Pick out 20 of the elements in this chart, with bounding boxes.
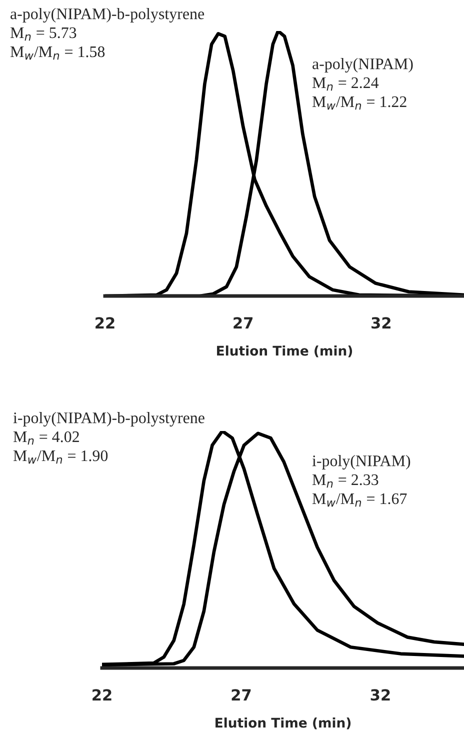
annotation: M$_{w}$/M$_{n}$ = 1.67: [312, 493, 407, 507]
text: M$_{n}$ = 5.73: [10, 27, 76, 41]
x-tick-label: 27: [232, 689, 251, 700]
annotation: M$_{w}$/M$_{n}$ = 1.22: [312, 96, 406, 110]
annotation: i-poly(NIPAM): [312, 455, 410, 470]
annotation: M$_{n}$ = 2.24: [312, 77, 379, 91]
text: a-poly(NIPAM)-b-polystyrene: [10, 8, 204, 23]
x-tick-label: 27: [234, 317, 252, 328]
text: M$_{w}$/M$_{n}$ = 1.58: [10, 46, 105, 60]
annotation: a-poly(NIPAM): [312, 58, 413, 73]
x-tick-label: 22: [96, 317, 114, 328]
annotation: M$_{n}$ = 2.33: [312, 474, 378, 488]
x-tick-label: 22: [92, 689, 112, 700]
annotation: M$_{w}$/M$_{n}$ = 1.90: [13, 450, 108, 464]
text: i-poly(NIPAM)-b-polystyrene: [13, 412, 204, 427]
text: M$_{n}$ = 4.02: [13, 431, 79, 445]
x-axis-title: Elution Time (min): [217, 346, 352, 358]
x-tick-label: 32: [370, 689, 390, 701]
x-tick-label: 32: [372, 317, 390, 329]
x-axis-title: Elution Time (min): [216, 718, 351, 730]
